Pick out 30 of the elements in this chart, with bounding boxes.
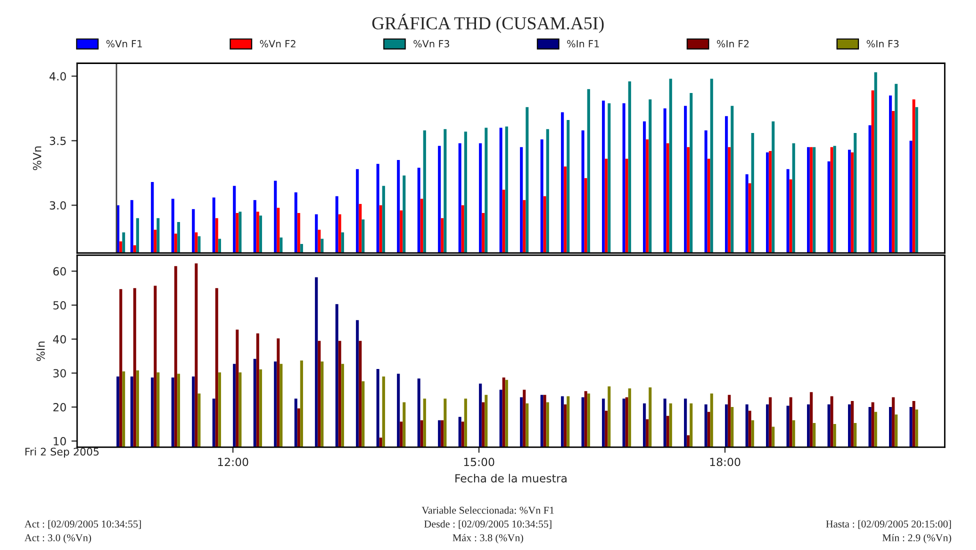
text: Hasta : [02/09/2005 20:15:00] — [826, 520, 951, 529]
text: Mín : 2.9 (%Vn) — [882, 534, 952, 544]
legend-label: %In F3 — [866, 40, 899, 48]
y-tick-label: 50 — [53, 301, 66, 310]
y-tick-label: 30 — [53, 369, 66, 378]
text: Máx : 3.8 (%Vn) — [452, 534, 524, 544]
text: Desde : [02/09/2005 10:34:55] — [424, 520, 552, 529]
y-tick-label: 20 — [53, 403, 66, 412]
x-tick-label: 15:00 — [464, 458, 494, 466]
text: Act : 3.0 (%Vn) — [24, 534, 92, 544]
legend-label: %Vn F3 — [414, 40, 450, 48]
y-axis-title: %In — [36, 342, 45, 361]
y-axis-title: %Vn — [32, 146, 42, 170]
y-tick-label: 3.0 — [50, 201, 66, 210]
legend-label: %In F2 — [716, 40, 749, 48]
y-tick-label: 10 — [54, 437, 66, 446]
legend-label: %Vn F2 — [260, 40, 296, 48]
y-tick-label: 3.5 — [50, 136, 66, 146]
text: Act : [02/09/2005 10:34:55] — [24, 520, 141, 529]
y-tick-label: 60 — [53, 267, 66, 276]
y-tick-label: 4.0 — [50, 72, 66, 81]
text: Variable Seleccionada: %Vn F1 — [422, 506, 554, 514]
text: Fri 2 Sep 2005 — [25, 448, 99, 458]
legend-label: %Vn F1 — [106, 40, 142, 48]
x-tick-label: 18:00 — [710, 458, 740, 466]
x-tick-label: 12:00 — [218, 458, 248, 466]
y-tick-label: 40 — [53, 335, 66, 344]
legend-label: %In F1 — [567, 40, 599, 48]
chart-title: GRÁFICA THD (CUSAM.A5I) — [372, 14, 604, 34]
x-axis-title: Fecha de la muestra — [455, 474, 567, 482]
